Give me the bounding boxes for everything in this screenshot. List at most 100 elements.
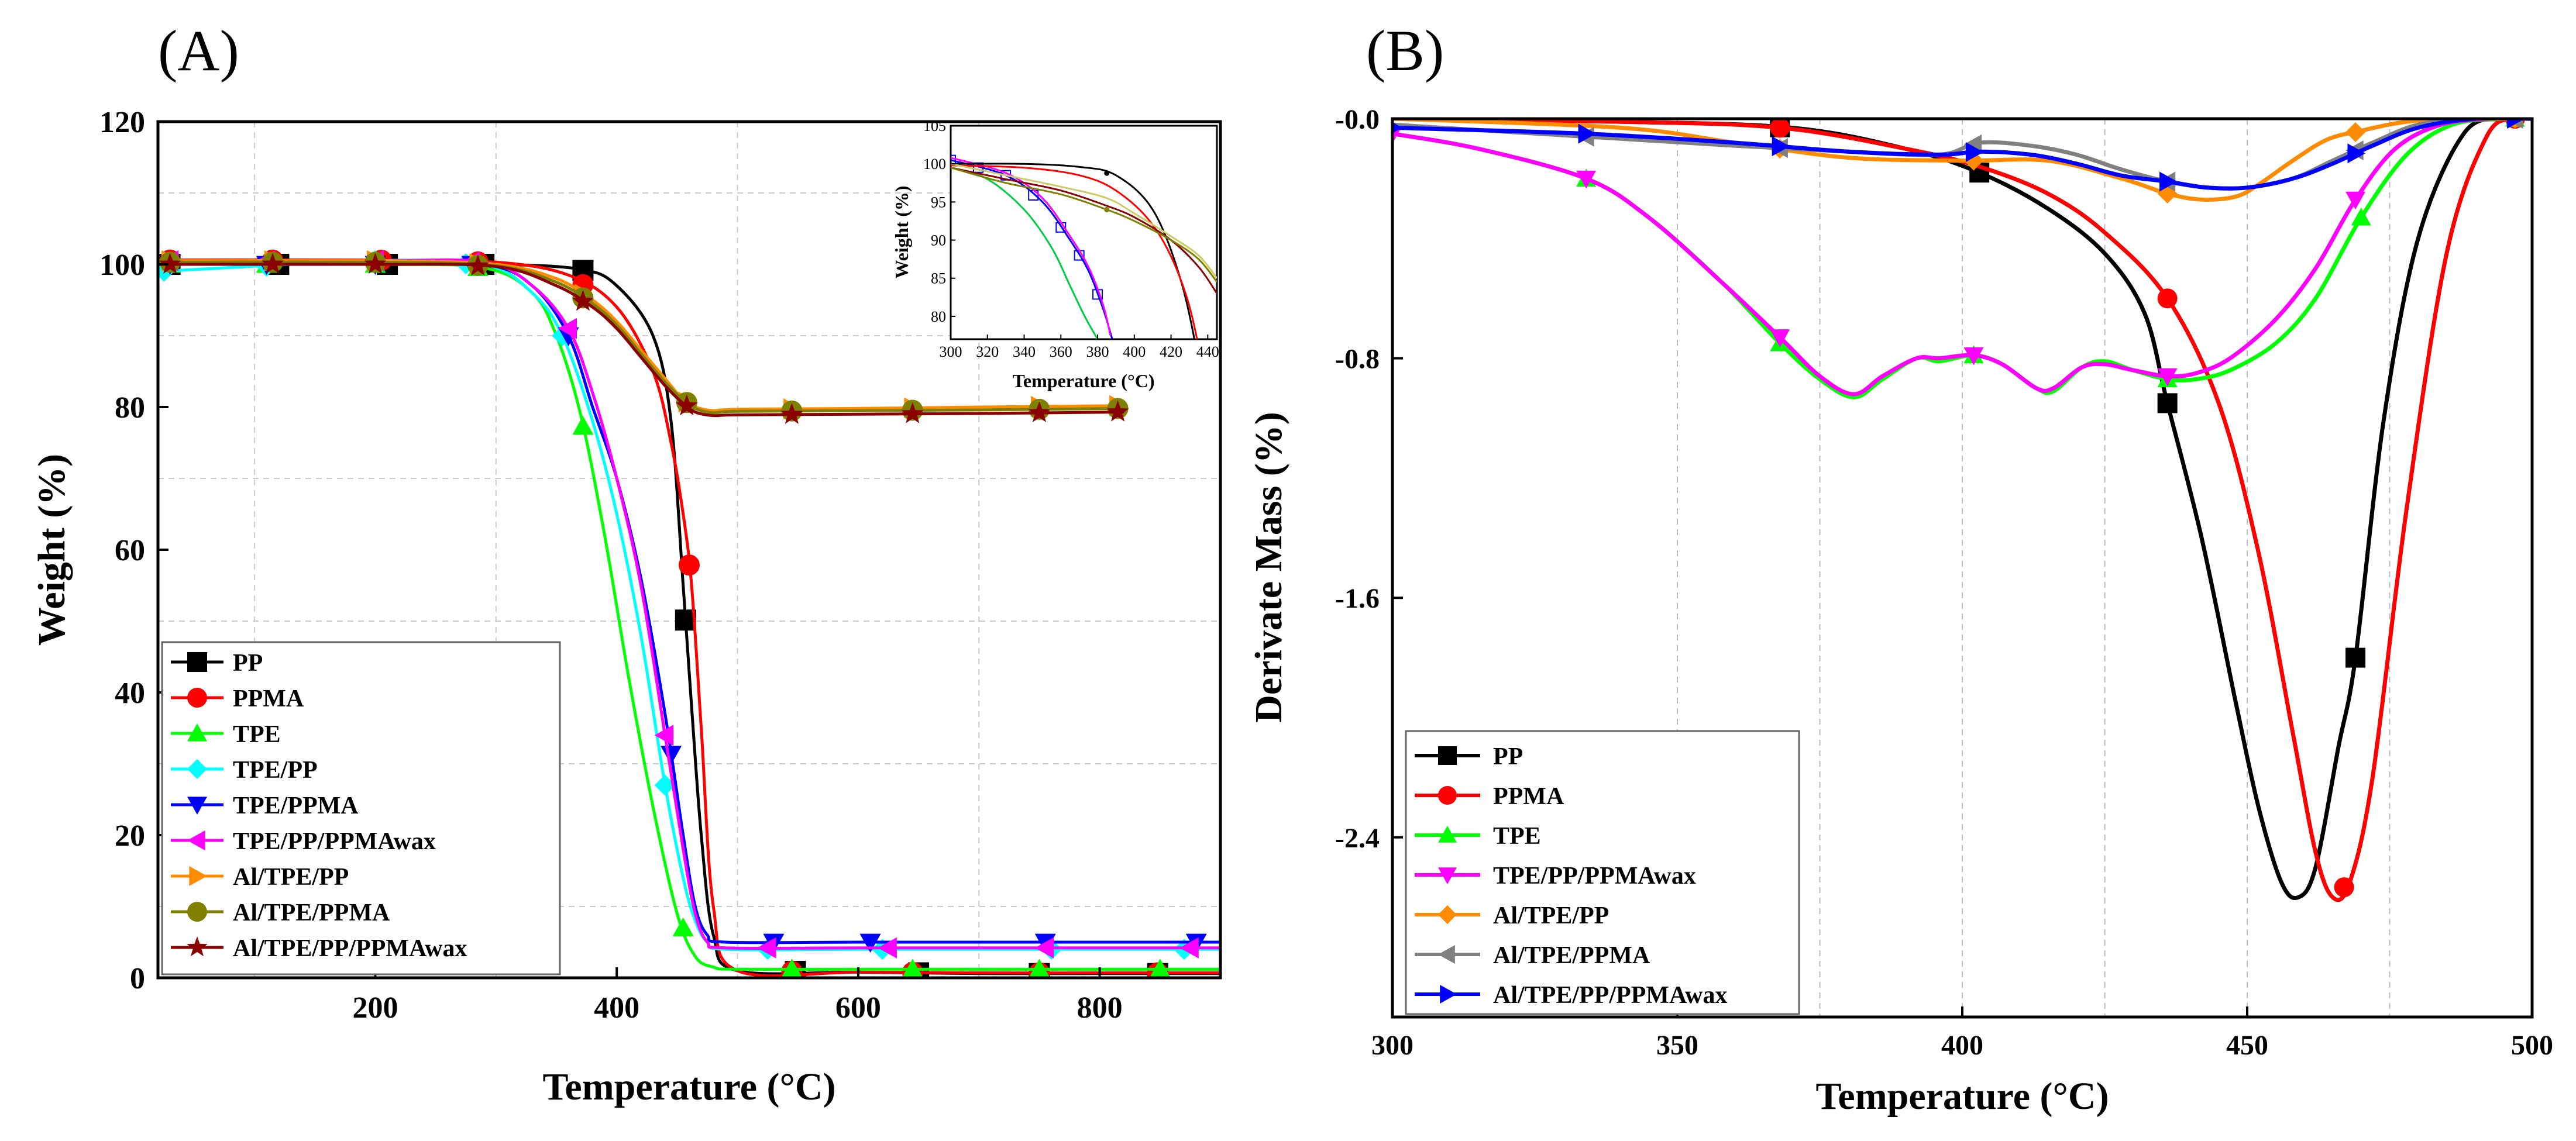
legend-swatch-marker [1440,985,1457,1004]
data-point-pp [2157,393,2178,413]
panel-a: (A) 200 400 600 800 0 20 40 60 80 100 120 Temperat… [30,18,1222,1108]
data-point-al-tpe-pp-ppmawax [2159,171,2178,192]
x-tick-label: 500 [2511,1030,2553,1061]
legend-label: TPE/PP/PPMAwax [233,828,436,855]
data-point-tpe [902,959,923,978]
inset-x-tick-label: 440 [1196,343,1219,360]
legend-item-tpe-ppma: TPE/PPMA [171,792,359,819]
inset-x-tick-label: 340 [1013,343,1036,360]
legend-swatch-marker [187,936,208,957]
legend-item-tpe-pp-ppmawax: TPE/PP/PPMAwax [171,828,436,855]
legend-label: TPE [1493,823,1541,850]
legend-swatch-marker [1438,746,1457,765]
x-tick-label: 800 [1077,991,1123,1025]
legend-item-al-tpe-ppma: Al/TPE/PPMA [1415,942,1650,969]
legend-label: Al/TPE/PPMA [233,899,390,926]
inset-series [951,163,1217,279]
data-point-al-tpe-pp-ppmawax [780,403,803,424]
inset-series-line [951,167,1217,294]
legend-swatch-marker [187,652,207,672]
legend-item-ppma: PPMA [1415,783,1564,810]
inset-y-label: Weight (%) [891,185,912,278]
inset-x-tick-label: 380 [1086,343,1109,360]
y-tick-label: 0 [130,962,145,995]
data-point-ppma [2334,877,2354,898]
legend-label: TPE/PP [233,757,318,784]
data-point-al-tpe-pp-ppmawax [2507,119,2525,129]
data-point-tpe-ppma [859,933,881,953]
inset-series-line [951,164,1198,339]
inset-frame [950,125,1218,340]
data-point-tpe-pp-ppmawax [1576,170,1597,189]
x-tick-label: 300 [1371,1030,1413,1061]
y-axis-label-b: Derivate Mass (%) [1247,412,1290,722]
inset-x-tick-label: 400 [1123,343,1146,360]
data-point-al-tpe-pp-ppmawax [1392,122,1402,133]
panel-label-b: (B) [1366,18,1444,83]
series-group-a [158,249,1220,978]
legend-label: TPE/PPMA [233,792,359,819]
inset-series-line [951,167,1217,283]
inset-data-point [1104,206,1110,212]
series-line-al-tpe-pp-ppmawax [1392,119,2532,191]
inset-chart: 300 320 340 360 380 400 420 440 80 85 90 95 100 105 T… [891,118,1219,391]
data-point-al-tpe-pp-ppmawax [2347,143,2366,164]
data-point-ppma [679,554,700,576]
y-axis-label-a: Weight (%) [30,454,73,646]
legend-box-b [1405,730,1800,1015]
data-point-tpe-pp-ppmawax [654,725,674,746]
data-point-al-tpe-pp-ppmawax [572,289,594,311]
inset-y-tick-label: 100 [923,156,946,173]
data-point-tpe-pp-ppmawax [878,937,897,959]
legend-item-tpe-pp: TPE/PP [171,757,318,784]
legend-item-tpe-pp-ppmawax: TPE/PP/PPMAwax [1415,863,1696,890]
legend-swatch-marker [1438,826,1457,843]
data-point-tpe-pp-ppmawax [2345,191,2366,210]
inset-series [951,157,1112,336]
series-line-tpe [158,263,1220,971]
inset-x-tick-label: 300 [940,343,962,360]
legend-item-tpe: TPE [171,721,281,748]
inset-x-label: Temperature (°C) [1013,370,1155,391]
data-point-al-tpe-pp-ppmawax [1772,136,1790,157]
series-line-tpe-pp-ppmawax [1392,119,2532,397]
inset-y-tick-label: 105 [923,118,946,135]
legend-label: PP [1493,743,1523,770]
data-point-al-tpe-pp-ppmawax [901,402,924,423]
y-tick-label: 100 [99,249,145,282]
inset-series-line [951,163,1217,279]
x-tick-label: 400 [594,991,639,1025]
data-point-tpe-pp [654,774,676,796]
inset-y-tick-label: 95 [931,194,946,211]
legend-box-a [161,641,561,975]
inset-series-line [951,163,1195,339]
data-point-al-tpe-pp-ppmawax [676,394,698,416]
inset-series [951,163,1195,339]
series-line-al-tpe-ppma [1392,119,2532,191]
legend-swatch-marker [187,830,205,850]
data-point-al-tpe-pp-ppmawax [364,253,387,274]
series-al-tpe-pp-ppmawax [1392,119,2532,192]
legend-item-al-tpe-ppma: Al/TPE/PPMA [171,899,390,926]
x-tick-label: 450 [2226,1030,2268,1061]
y-tick-label: 80 [115,391,145,425]
data-point-tpe-pp-ppmawax [558,318,577,339]
y-tick-label: -0.0 [1335,104,1380,135]
inset-series [951,167,1217,283]
series-al-tpe-pp-ppmawax [158,253,1129,424]
panel-b: (B) 300 350 400 450 500 -0.0 -0.8 -1.6 -2.4 Temp… [1247,18,2553,1118]
x-tick-label: 200 [352,991,398,1025]
legend-a: PP PPMA TPE TPE/PP TPE/PPMA TPE/PP/PPMAwax Al/… [161,641,561,975]
legend-b: PP PPMA TPE TPE/PP/PPMAwax Al/TPE/PP Al/TPE/P… [1405,730,1800,1015]
legend-item-pp: PP [1415,743,1523,770]
data-point-tpe [1149,959,1171,978]
data-point-al-tpe-pp-ppmawax [1028,401,1051,422]
legend-item-al-tpe-pp-ppmawax: Al/TPE/PP/PPMAwax [1415,982,1728,1009]
data-point-tpe [672,917,694,936]
data-point-al-tpe-pp-ppmawax [1965,142,1984,163]
legend-item-al-tpe-pp: Al/TPE/PP [1415,902,1609,929]
inset-x-tick-label: 320 [976,343,999,360]
series-ppma [1392,119,2532,902]
y-tick-label: 20 [115,819,145,853]
